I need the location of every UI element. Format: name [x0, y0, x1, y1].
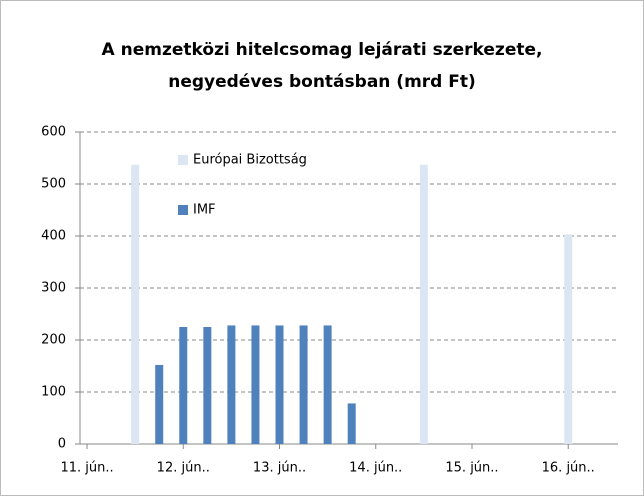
x-tick-label: 16. jún.. — [542, 461, 595, 476]
y-tick-label: 400 — [41, 229, 66, 244]
bar — [131, 164, 140, 444]
legend-swatch — [178, 205, 188, 215]
y-tick-label: 300 — [41, 281, 66, 296]
bar — [203, 327, 212, 444]
chart-title: A nemzetközi hitelcsomag lejárati szerke… — [102, 40, 543, 60]
x-tick-label: 13. jún.. — [253, 461, 306, 476]
x-tick-label: 15. jún.. — [445, 461, 498, 476]
y-tick-label: 200 — [41, 333, 66, 348]
bar — [299, 325, 308, 444]
bar — [251, 325, 260, 444]
legend-swatch — [178, 155, 188, 165]
bar — [347, 403, 356, 444]
y-tick-label: 100 — [41, 385, 66, 400]
x-tick-label: 12. jún.. — [157, 461, 210, 476]
legend-label: IMF — [193, 203, 216, 218]
legend-label: Európai Bizottság — [193, 153, 307, 168]
bar — [227, 325, 236, 444]
chart-title: negyedéves bontásban (mrd Ft) — [168, 72, 476, 92]
bar — [275, 325, 284, 444]
bar — [564, 234, 573, 444]
y-tick-label: 500 — [41, 177, 66, 192]
bar — [323, 325, 332, 444]
y-tick-label: 600 — [41, 125, 66, 140]
x-tick-label: 14. jún.. — [349, 461, 402, 476]
y-tick-label: 0 — [58, 437, 66, 452]
bar — [179, 327, 188, 444]
bar — [419, 164, 428, 444]
x-tick-label: 11. jún.. — [60, 461, 113, 476]
bar — [155, 364, 164, 444]
